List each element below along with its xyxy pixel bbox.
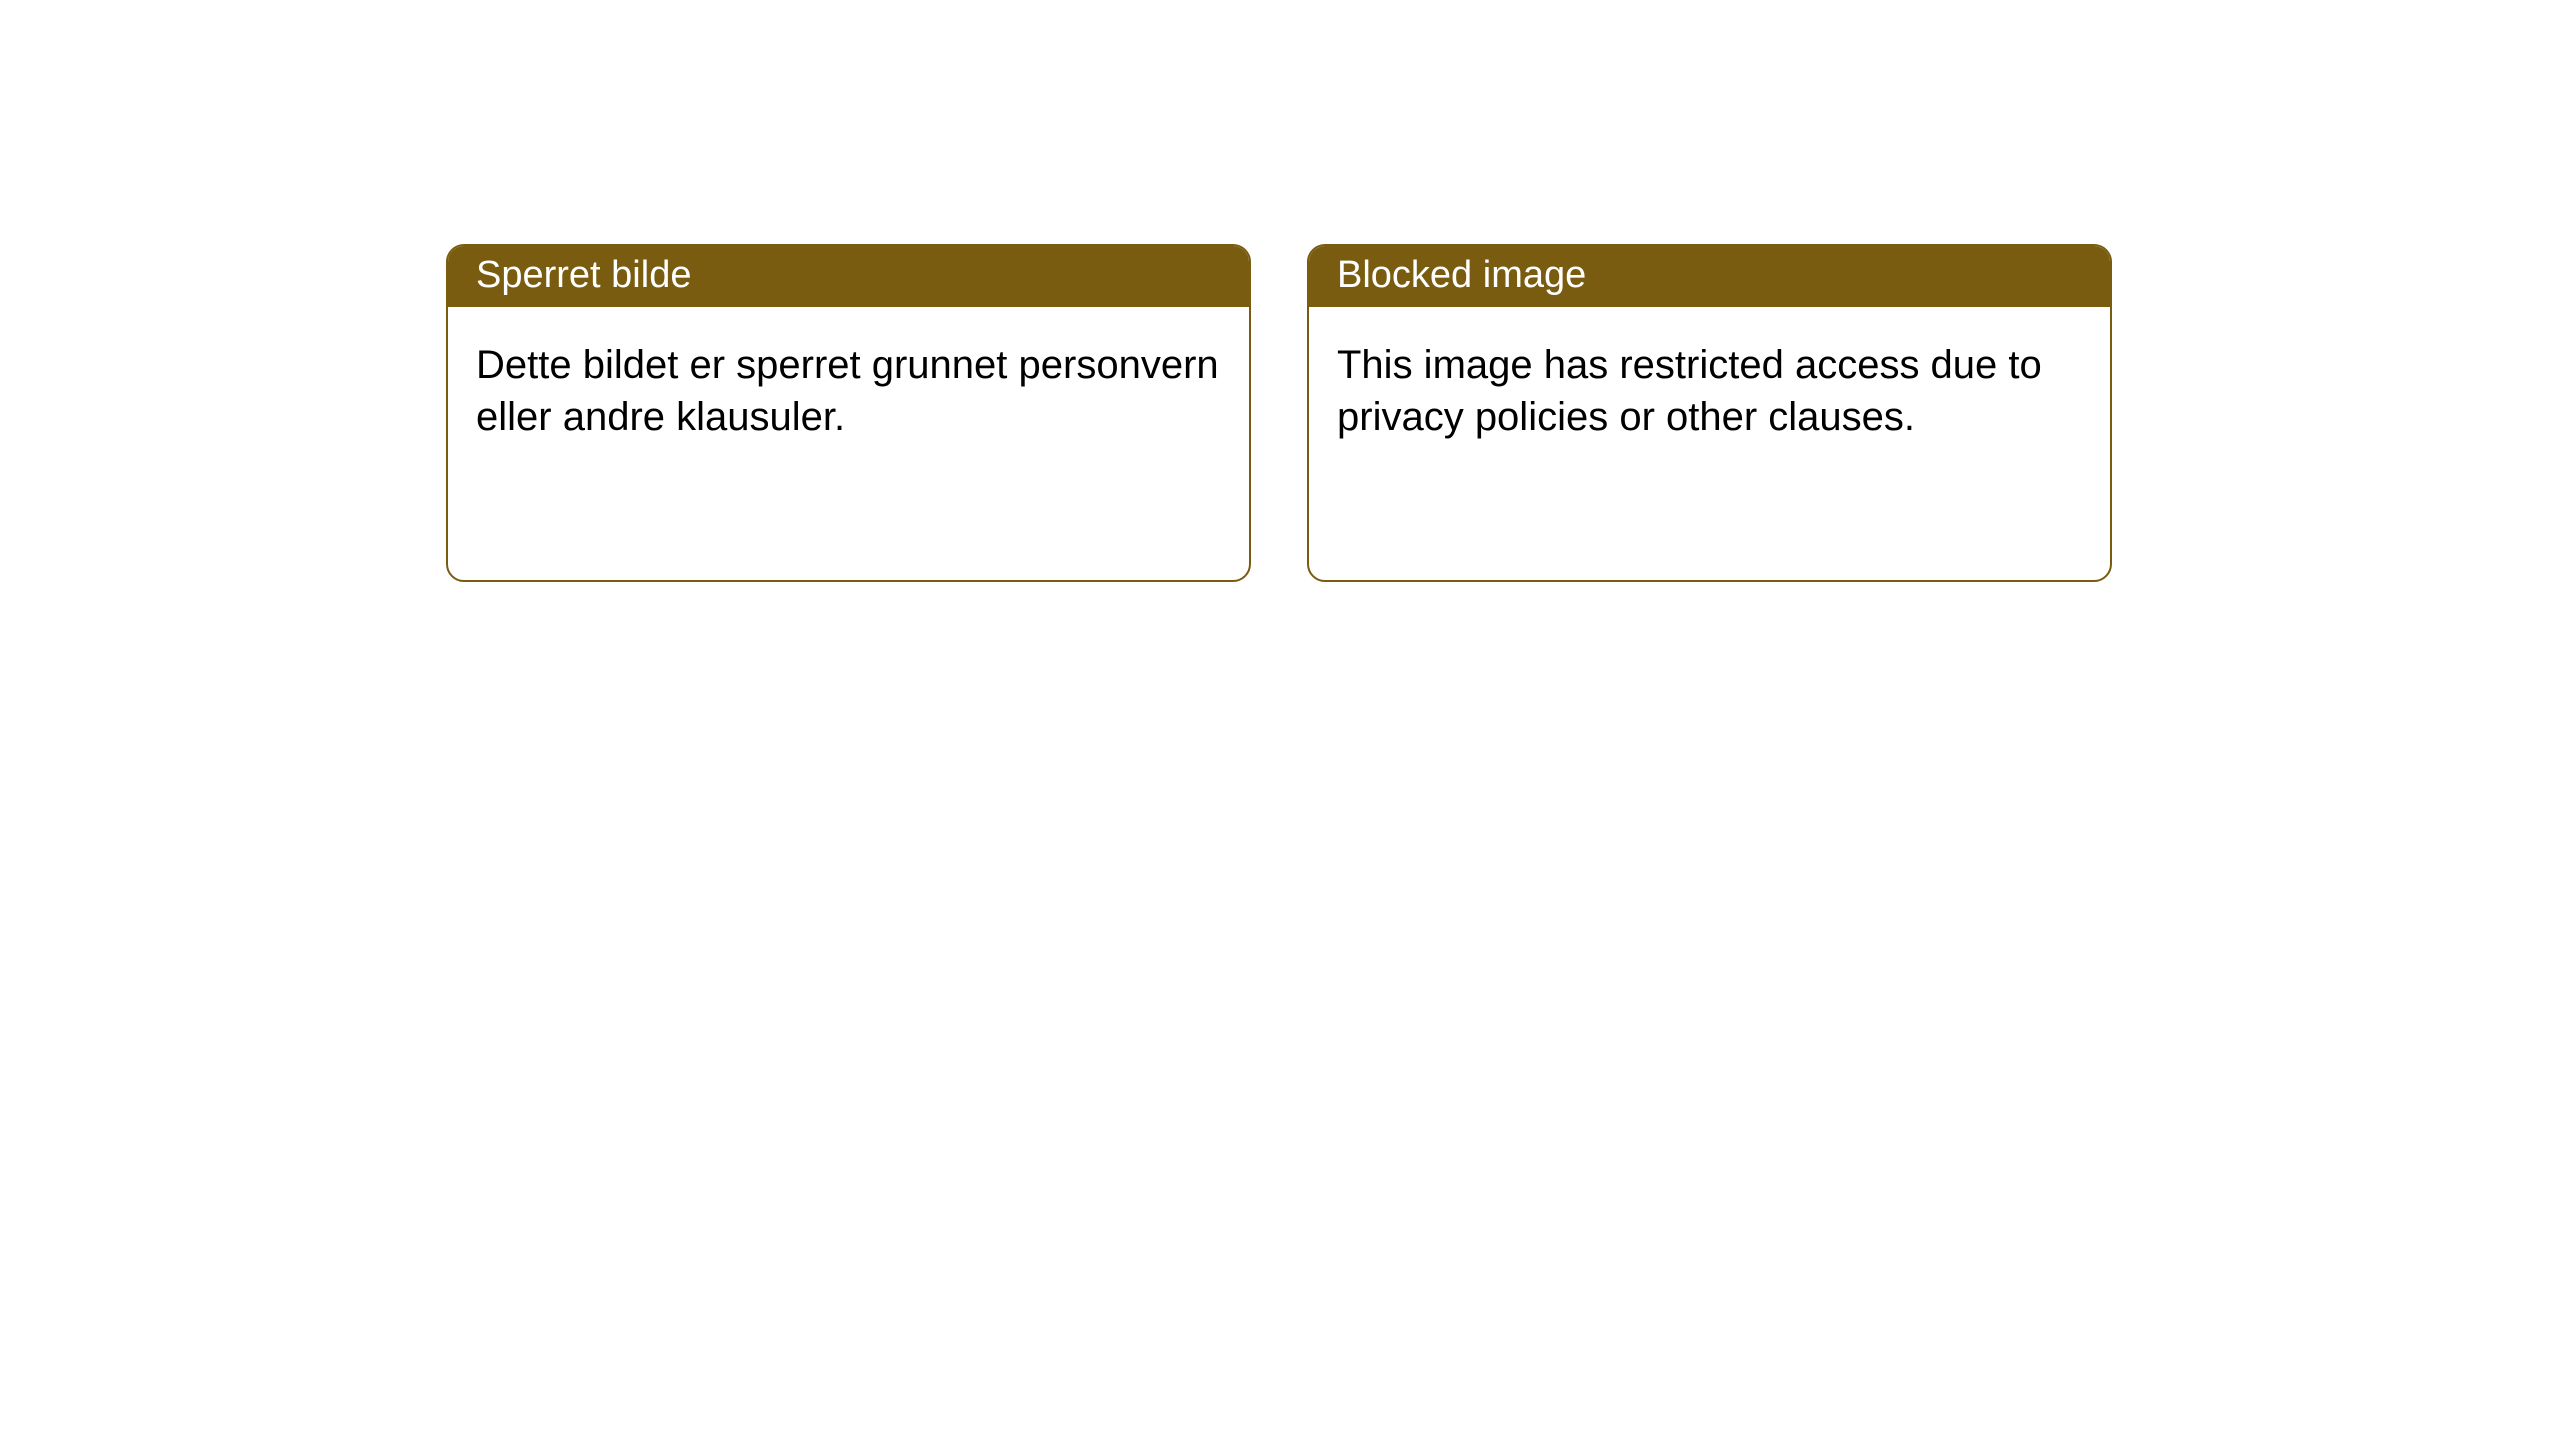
notice-header: Blocked image (1309, 246, 2110, 307)
notice-container: Sperret bilde Dette bildet er sperret gr… (0, 0, 2560, 582)
notice-card-english: Blocked image This image has restricted … (1307, 244, 2112, 582)
notice-card-norwegian: Sperret bilde Dette bildet er sperret gr… (446, 244, 1251, 582)
notice-body: Dette bildet er sperret grunnet personve… (448, 307, 1249, 475)
notice-body: This image has restricted access due to … (1309, 307, 2110, 475)
notice-header: Sperret bilde (448, 246, 1249, 307)
